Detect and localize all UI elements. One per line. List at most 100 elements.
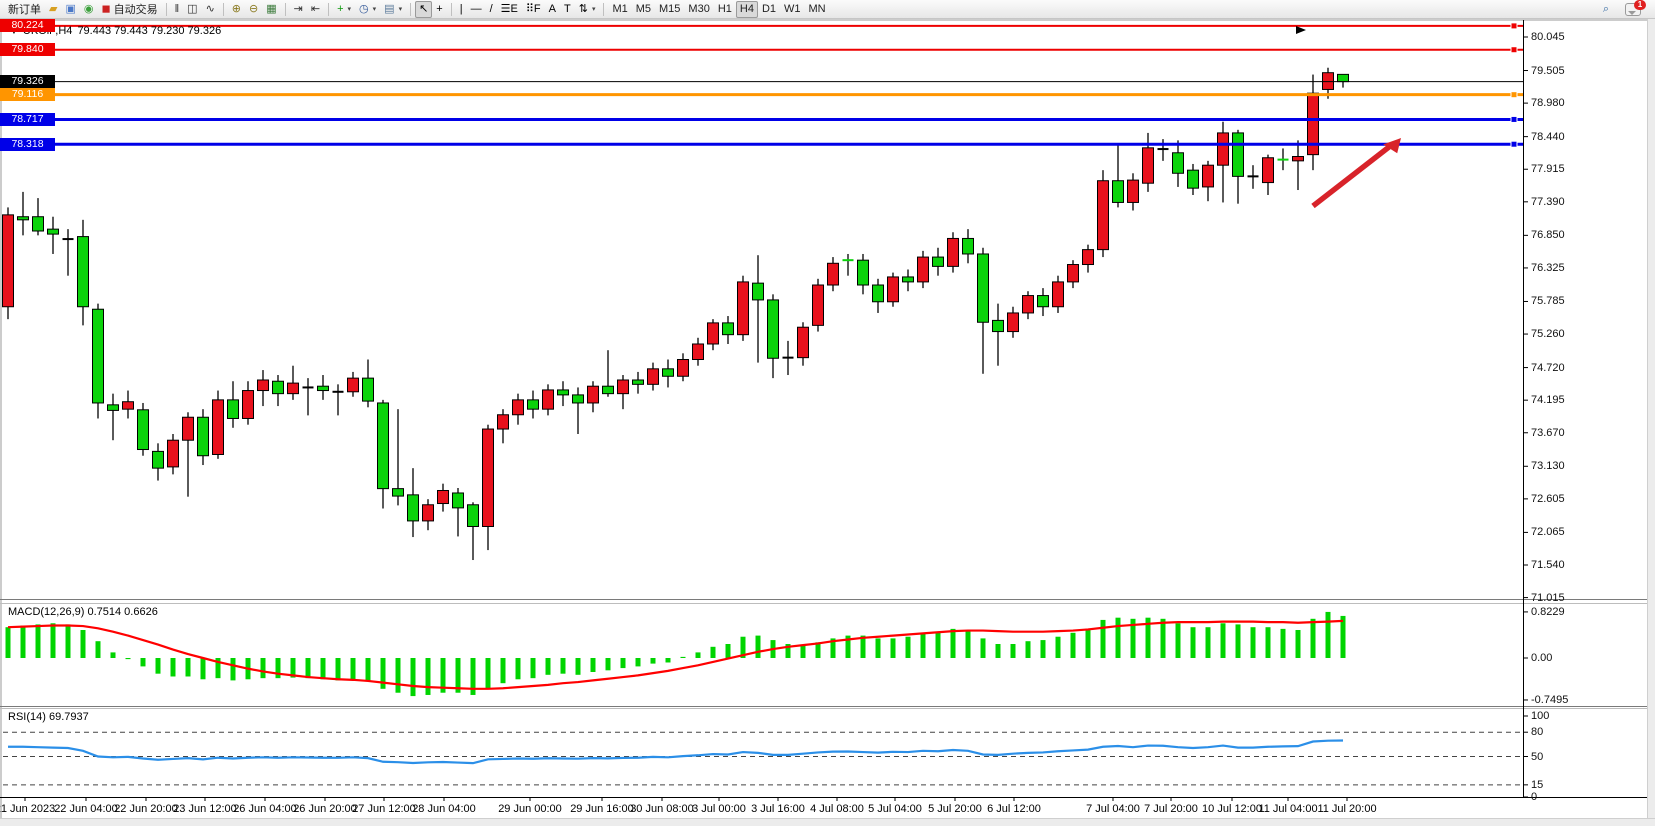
tf-m1-button[interactable]: M1 bbox=[608, 1, 631, 18]
price-tick-label: 75.785 bbox=[1531, 295, 1565, 308]
zoom-in-glyph: ⊕ bbox=[231, 2, 242, 15]
toolbar-separator bbox=[328, 2, 330, 16]
dropdown-caret-icon[interactable]: ▾ bbox=[347, 6, 352, 13]
hline-78717-handle[interactable] bbox=[1510, 115, 1518, 123]
notifications-icon[interactable]: 1 bbox=[1621, 0, 1646, 18]
text-label-button[interactable]: T bbox=[560, 1, 575, 18]
time-axis-label: 3 Jul 00:00 bbox=[692, 803, 746, 815]
window-right-edge bbox=[1647, 19, 1655, 826]
time-axis-label: 4 Jul 08:00 bbox=[810, 803, 864, 815]
price-tick-label: 76.325 bbox=[1531, 261, 1565, 274]
zoom-out-glyph: ⊖ bbox=[249, 2, 259, 15]
price-badge-78.318: 78.318 bbox=[0, 137, 55, 151]
horizontal-line-glyph: — bbox=[470, 2, 482, 15]
time-axis-label: 11 Jul 20:00 bbox=[1317, 803, 1377, 815]
tf-m15-button-label: M15 bbox=[659, 3, 681, 15]
tf-m15-button[interactable]: M15 bbox=[655, 1, 684, 18]
vertical-line-button[interactable]: | bbox=[456, 1, 467, 18]
trendline-glyph: / bbox=[489, 2, 493, 15]
search-icon-glyph: ⌕ bbox=[1602, 2, 1609, 15]
dropdown-caret-icon[interactable]: ▾ bbox=[398, 6, 403, 13]
rsi-indicator-label: RSI(14) 69.7937 bbox=[8, 711, 89, 723]
price-badge-79.840: 79.840 bbox=[0, 43, 55, 57]
time-axis-label: 7 Jul 04:00 bbox=[1086, 803, 1140, 815]
cursor-button[interactable]: ↖ bbox=[415, 0, 433, 18]
macd-tick-label: -0.7495 bbox=[1531, 693, 1569, 706]
bar-chart-button[interactable]: ‖ bbox=[171, 1, 184, 18]
indicators-button[interactable]: + ▾ bbox=[333, 1, 355, 18]
fibonacci-glyph: ☰E bbox=[500, 2, 518, 15]
zoom-out-button[interactable]: ⊖ bbox=[245, 1, 262, 18]
price-badge-79.116: 79.116 bbox=[0, 88, 55, 102]
autotrading-button[interactable]: ◼ 自动交易 bbox=[97, 1, 161, 18]
market-watch-icon[interactable]: ▣ bbox=[61, 1, 79, 18]
tf-m30-button[interactable]: M30 bbox=[684, 1, 713, 18]
macd-histogram bbox=[5, 611, 1346, 697]
dropdown-caret-icon[interactable]: ▾ bbox=[372, 6, 377, 13]
dropdown-caret-icon[interactable]: ▾ bbox=[591, 6, 596, 13]
tf-m1-button-label: M1 bbox=[612, 3, 628, 15]
price-tick-label: 76.850 bbox=[1531, 229, 1565, 242]
tf-w1-button[interactable]: W1 bbox=[780, 1, 805, 18]
toolbar-separator bbox=[603, 2, 605, 16]
trend-arrow-head bbox=[1383, 138, 1401, 154]
price-tick-label: 75.260 bbox=[1531, 328, 1565, 341]
trendline-button[interactable]: / bbox=[486, 1, 497, 18]
templates-button[interactable]: ▤ ▾ bbox=[380, 1, 406, 18]
crosshair-button[interactable]: + bbox=[432, 1, 446, 18]
tf-d1-button[interactable]: D1 bbox=[758, 1, 780, 18]
fibonacci-button[interactable]: ☰E bbox=[497, 1, 522, 18]
tile-windows-button[interactable]: ▦ bbox=[262, 1, 280, 18]
chart-shift-button[interactable]: ⇤ bbox=[307, 1, 324, 18]
line-chart-button[interactable]: ∿ bbox=[202, 1, 219, 18]
new-order-button[interactable]: 新订单 bbox=[4, 1, 45, 18]
charts-profile-icon[interactable]: ▰ bbox=[45, 1, 61, 18]
tf-mn-button-label: MN bbox=[808, 3, 826, 15]
price-tick-label: 78.440 bbox=[1531, 130, 1565, 143]
tf-mn-button[interactable]: MN bbox=[805, 1, 830, 18]
rsi-line bbox=[8, 739, 1344, 765]
horizontal-line-button[interactable]: — bbox=[467, 1, 486, 18]
chart-ohlc-values: 79.443 79.443 79.230 79.326 bbox=[77, 25, 222, 37]
window-bottom-edge bbox=[0, 818, 1655, 826]
line-chart-glyph: ∿ bbox=[205, 2, 215, 15]
tf-m30-button-label: M30 bbox=[688, 3, 710, 15]
price-tick-label: 79.505 bbox=[1531, 64, 1565, 77]
scroll-to-end-marker[interactable] bbox=[1296, 26, 1306, 34]
bar-chart-glyph: ‖ bbox=[174, 2, 180, 15]
trend-arrow[interactable] bbox=[1311, 144, 1391, 209]
search-icon[interactable]: ⌕ bbox=[1599, 1, 1613, 18]
hline-78318-handle[interactable] bbox=[1510, 140, 1518, 148]
arrows-button[interactable]: ⇅ ▾ bbox=[575, 1, 600, 18]
time-axis-label: 29 Jun 00:00 bbox=[498, 803, 562, 815]
time-axis-label: 28 Jun 04:00 bbox=[412, 803, 476, 815]
text-button[interactable]: A bbox=[545, 1, 560, 18]
tf-h1-button[interactable]: H1 bbox=[714, 1, 736, 18]
hline-80224-handle[interactable] bbox=[1510, 22, 1518, 30]
tf-h4-button[interactable]: H4 bbox=[735, 0, 758, 18]
periods-button[interactable]: ◷ ▾ bbox=[355, 1, 380, 18]
price-badge-80.224: 80.224 bbox=[0, 19, 55, 33]
candlestick-chart-button[interactable]: ◫ bbox=[183, 1, 201, 18]
hline-79116-handle[interactable] bbox=[1510, 91, 1518, 99]
cursor-glyph: ↖ bbox=[419, 2, 429, 15]
tf-h1-button-label: H1 bbox=[717, 3, 732, 15]
fibo-expansion-button[interactable]: ⠿F bbox=[522, 1, 545, 18]
price-badge-78.717: 78.717 bbox=[0, 112, 55, 126]
time-axis-label: 7 Jul 20:00 bbox=[1144, 803, 1198, 815]
rsi-tick-label: 100 bbox=[1531, 710, 1550, 722]
tf-h4-button-label: H4 bbox=[739, 3, 754, 15]
time-axis-label: 3 Jul 16:00 bbox=[751, 803, 805, 815]
templates-glyph: ▤ bbox=[384, 2, 395, 15]
notifications-icon[interactable]: 1 bbox=[1625, 0, 1646, 16]
price-tick-label: 72.605 bbox=[1531, 492, 1565, 505]
price-tick-label: 78.980 bbox=[1531, 97, 1565, 110]
market-watch-icon-glyph: ▣ bbox=[65, 2, 76, 15]
navigator-icon[interactable]: ◉ bbox=[80, 1, 98, 18]
zoom-in-button[interactable]: ⊕ bbox=[228, 1, 245, 18]
tf-m5-button[interactable]: M5 bbox=[632, 1, 655, 18]
hline-79840-handle[interactable] bbox=[1510, 46, 1518, 54]
auto-scroll-button[interactable]: ⇥ bbox=[290, 1, 307, 18]
candlestick-chart-glyph: ◫ bbox=[187, 2, 198, 15]
